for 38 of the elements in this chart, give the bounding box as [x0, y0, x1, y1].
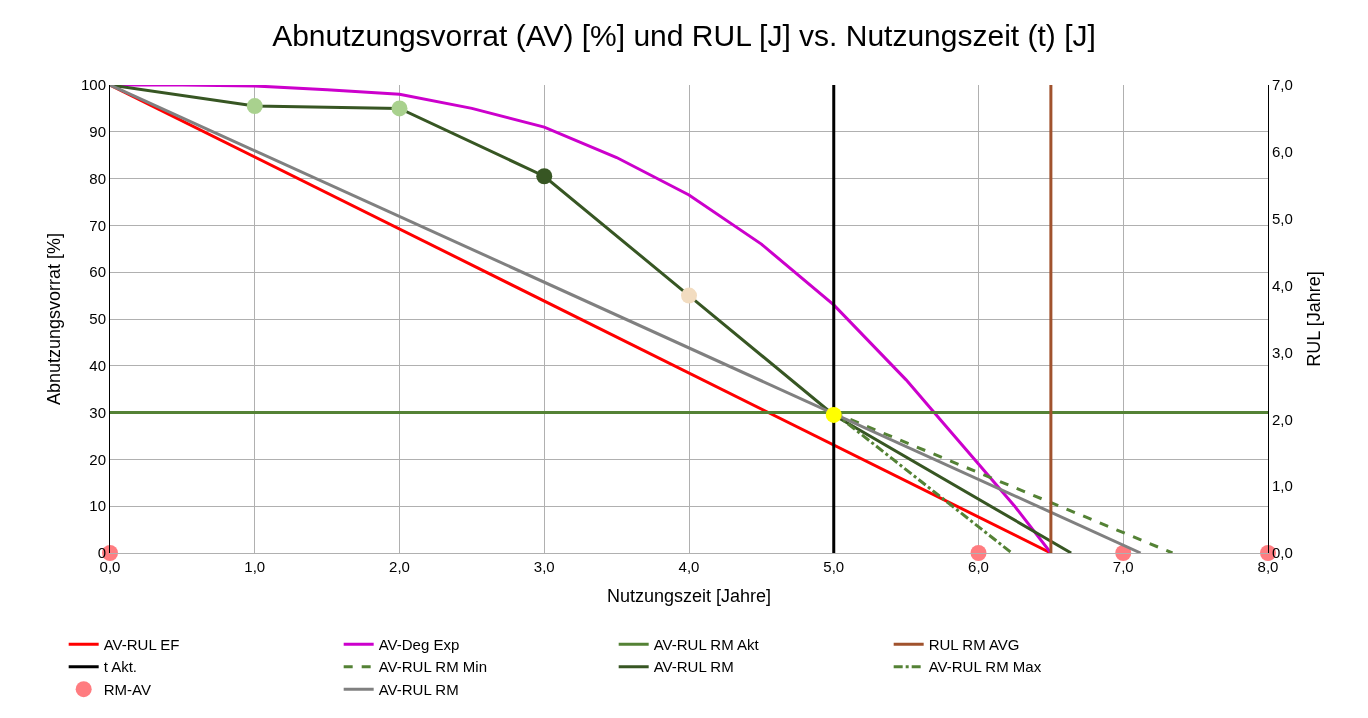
y-axis-title: Abnutzungsvorrat [%] — [44, 232, 65, 406]
y2-tick-label: 7,0 — [1272, 76, 1293, 94]
y-tick-label: 80 — [89, 169, 106, 187]
y2-tick-label: 6,0 — [1272, 143, 1293, 161]
x-tick-label: 3,0 — [533, 558, 555, 575]
x-tick-label: 7,0 — [1112, 558, 1134, 575]
legend-label: RM-AV — [103, 680, 151, 698]
y-tick-label: 50 — [89, 310, 106, 328]
x-axis-title: Nutzungszeit [Jahre] — [606, 586, 772, 607]
legend-label: AV-RUL RM Akt — [653, 635, 760, 653]
legend-label: AV-RUL RM Min — [378, 658, 488, 676]
y2-tick-label: 3,0 — [1272, 343, 1293, 361]
y-tick-label: 30 — [89, 403, 106, 421]
y2-tick-label: 4,0 — [1272, 276, 1293, 294]
legend-label: RUL RM AVG — [928, 635, 1020, 653]
legend-label: AV-Deg Exp — [378, 635, 460, 653]
legend-label: AV-RUL RM — [378, 680, 459, 698]
y-tick-label: 10 — [89, 497, 106, 515]
y2-tick-label: 2,0 — [1272, 410, 1293, 428]
y-tick-label: 100 — [80, 76, 106, 94]
y2-tick-label: 1,0 — [1272, 477, 1293, 495]
x-tick-label: 1,0 — [244, 558, 266, 575]
x-tick-label: 2,0 — [389, 558, 410, 575]
x-tick-label: 4,0 — [678, 558, 700, 575]
chart-title: Abnutzungsvorrat (AV) [%] und RUL [J] vs. Nutzungszeit (t) [J] — [272, 19, 1096, 53]
legend-label: AV-RUL RM Max — [928, 658, 1042, 676]
y-tick-label: 90 — [89, 123, 106, 141]
legend-label: AV-RUL EF — [103, 635, 180, 653]
y-tick-label: 20 — [89, 450, 106, 468]
y-tick-label: 40 — [89, 357, 106, 375]
y2-axis-title: RUL [Jahre] — [1303, 271, 1324, 367]
y-tick-label: 60 — [89, 263, 106, 281]
y2-tick-label: 5,0 — [1272, 209, 1293, 227]
x-tick-label: 6,0 — [968, 558, 989, 575]
y-tick-label: 70 — [89, 216, 106, 234]
legend-label: t Akt. — [103, 658, 138, 676]
legend-label: AV-RUL RM — [653, 658, 734, 676]
x-tick-label: 5,0 — [823, 558, 845, 575]
